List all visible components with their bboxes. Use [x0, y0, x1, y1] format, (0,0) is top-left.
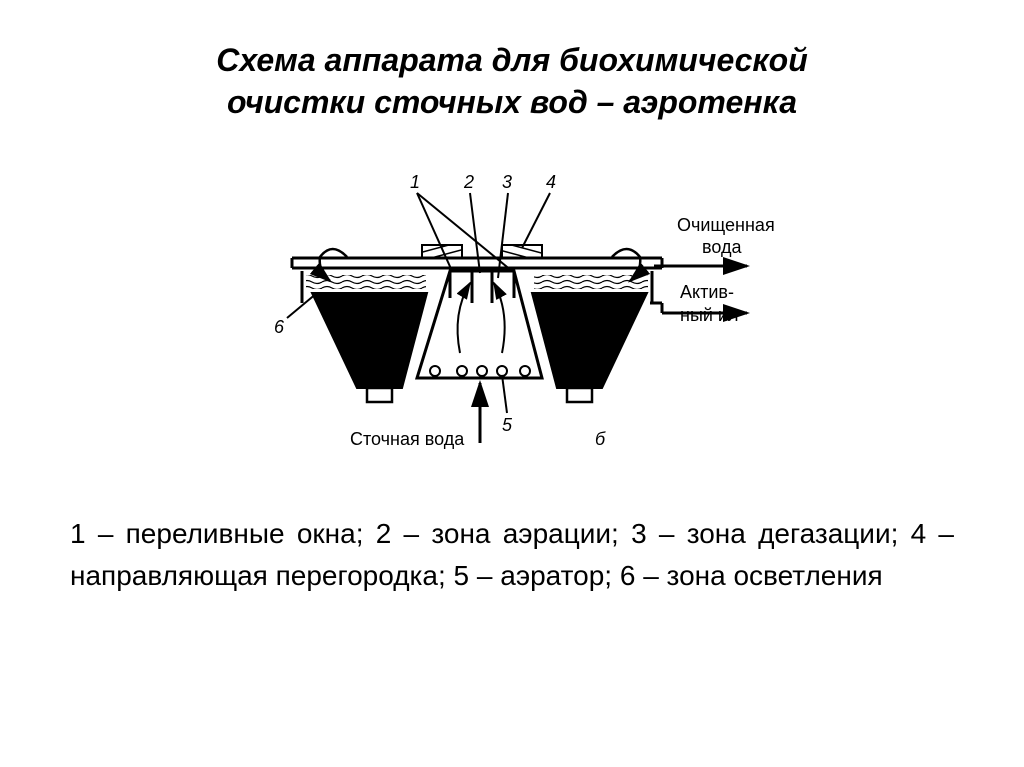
callout-2-label: 2 [463, 172, 474, 192]
label-wastewater: Сточная вода [350, 429, 465, 449]
callout-3: 3 [498, 172, 512, 278]
callout-4: 4 [522, 172, 556, 248]
label-sludge-2: ный ил [680, 305, 739, 325]
callout-3-label: 3 [502, 172, 512, 192]
title-line-2: очистки сточных вод – аэротенка [227, 84, 797, 120]
aerator [417, 366, 542, 378]
legend-text: 1 – переливные окна; 2 – зона аэрации; 3… [60, 513, 964, 597]
left-hopper [312, 293, 427, 402]
center-chamber [417, 271, 542, 378]
title-line-1: Схема аппарата для биохимической [216, 42, 807, 78]
slide-title: Схема аппарата для биохимической очистки… [60, 40, 964, 123]
callout-6-label: 6 [274, 317, 285, 337]
label-sludge-1: Актив- [680, 282, 734, 302]
water-right [534, 275, 648, 289]
callout-5-label: 5 [502, 415, 513, 435]
water-left [306, 275, 426, 289]
label-purified-1: Очищенная [677, 215, 775, 235]
top-plate [292, 258, 662, 268]
right-hopper [532, 293, 647, 402]
callout-5: 5 [502, 375, 513, 435]
label-sub-b: б [595, 429, 606, 449]
callout-6: 6 [274, 293, 317, 337]
label-purified-2: вода [702, 237, 742, 257]
diagram-wrap: 1 2 3 4 5 [60, 153, 964, 473]
aerotank-diagram: 1 2 3 4 5 [202, 153, 822, 473]
callout-1-label: 1 [410, 172, 420, 192]
slide-container: Схема аппарата для биохимической очистки… [0, 0, 1024, 767]
callout-4-label: 4 [546, 172, 556, 192]
